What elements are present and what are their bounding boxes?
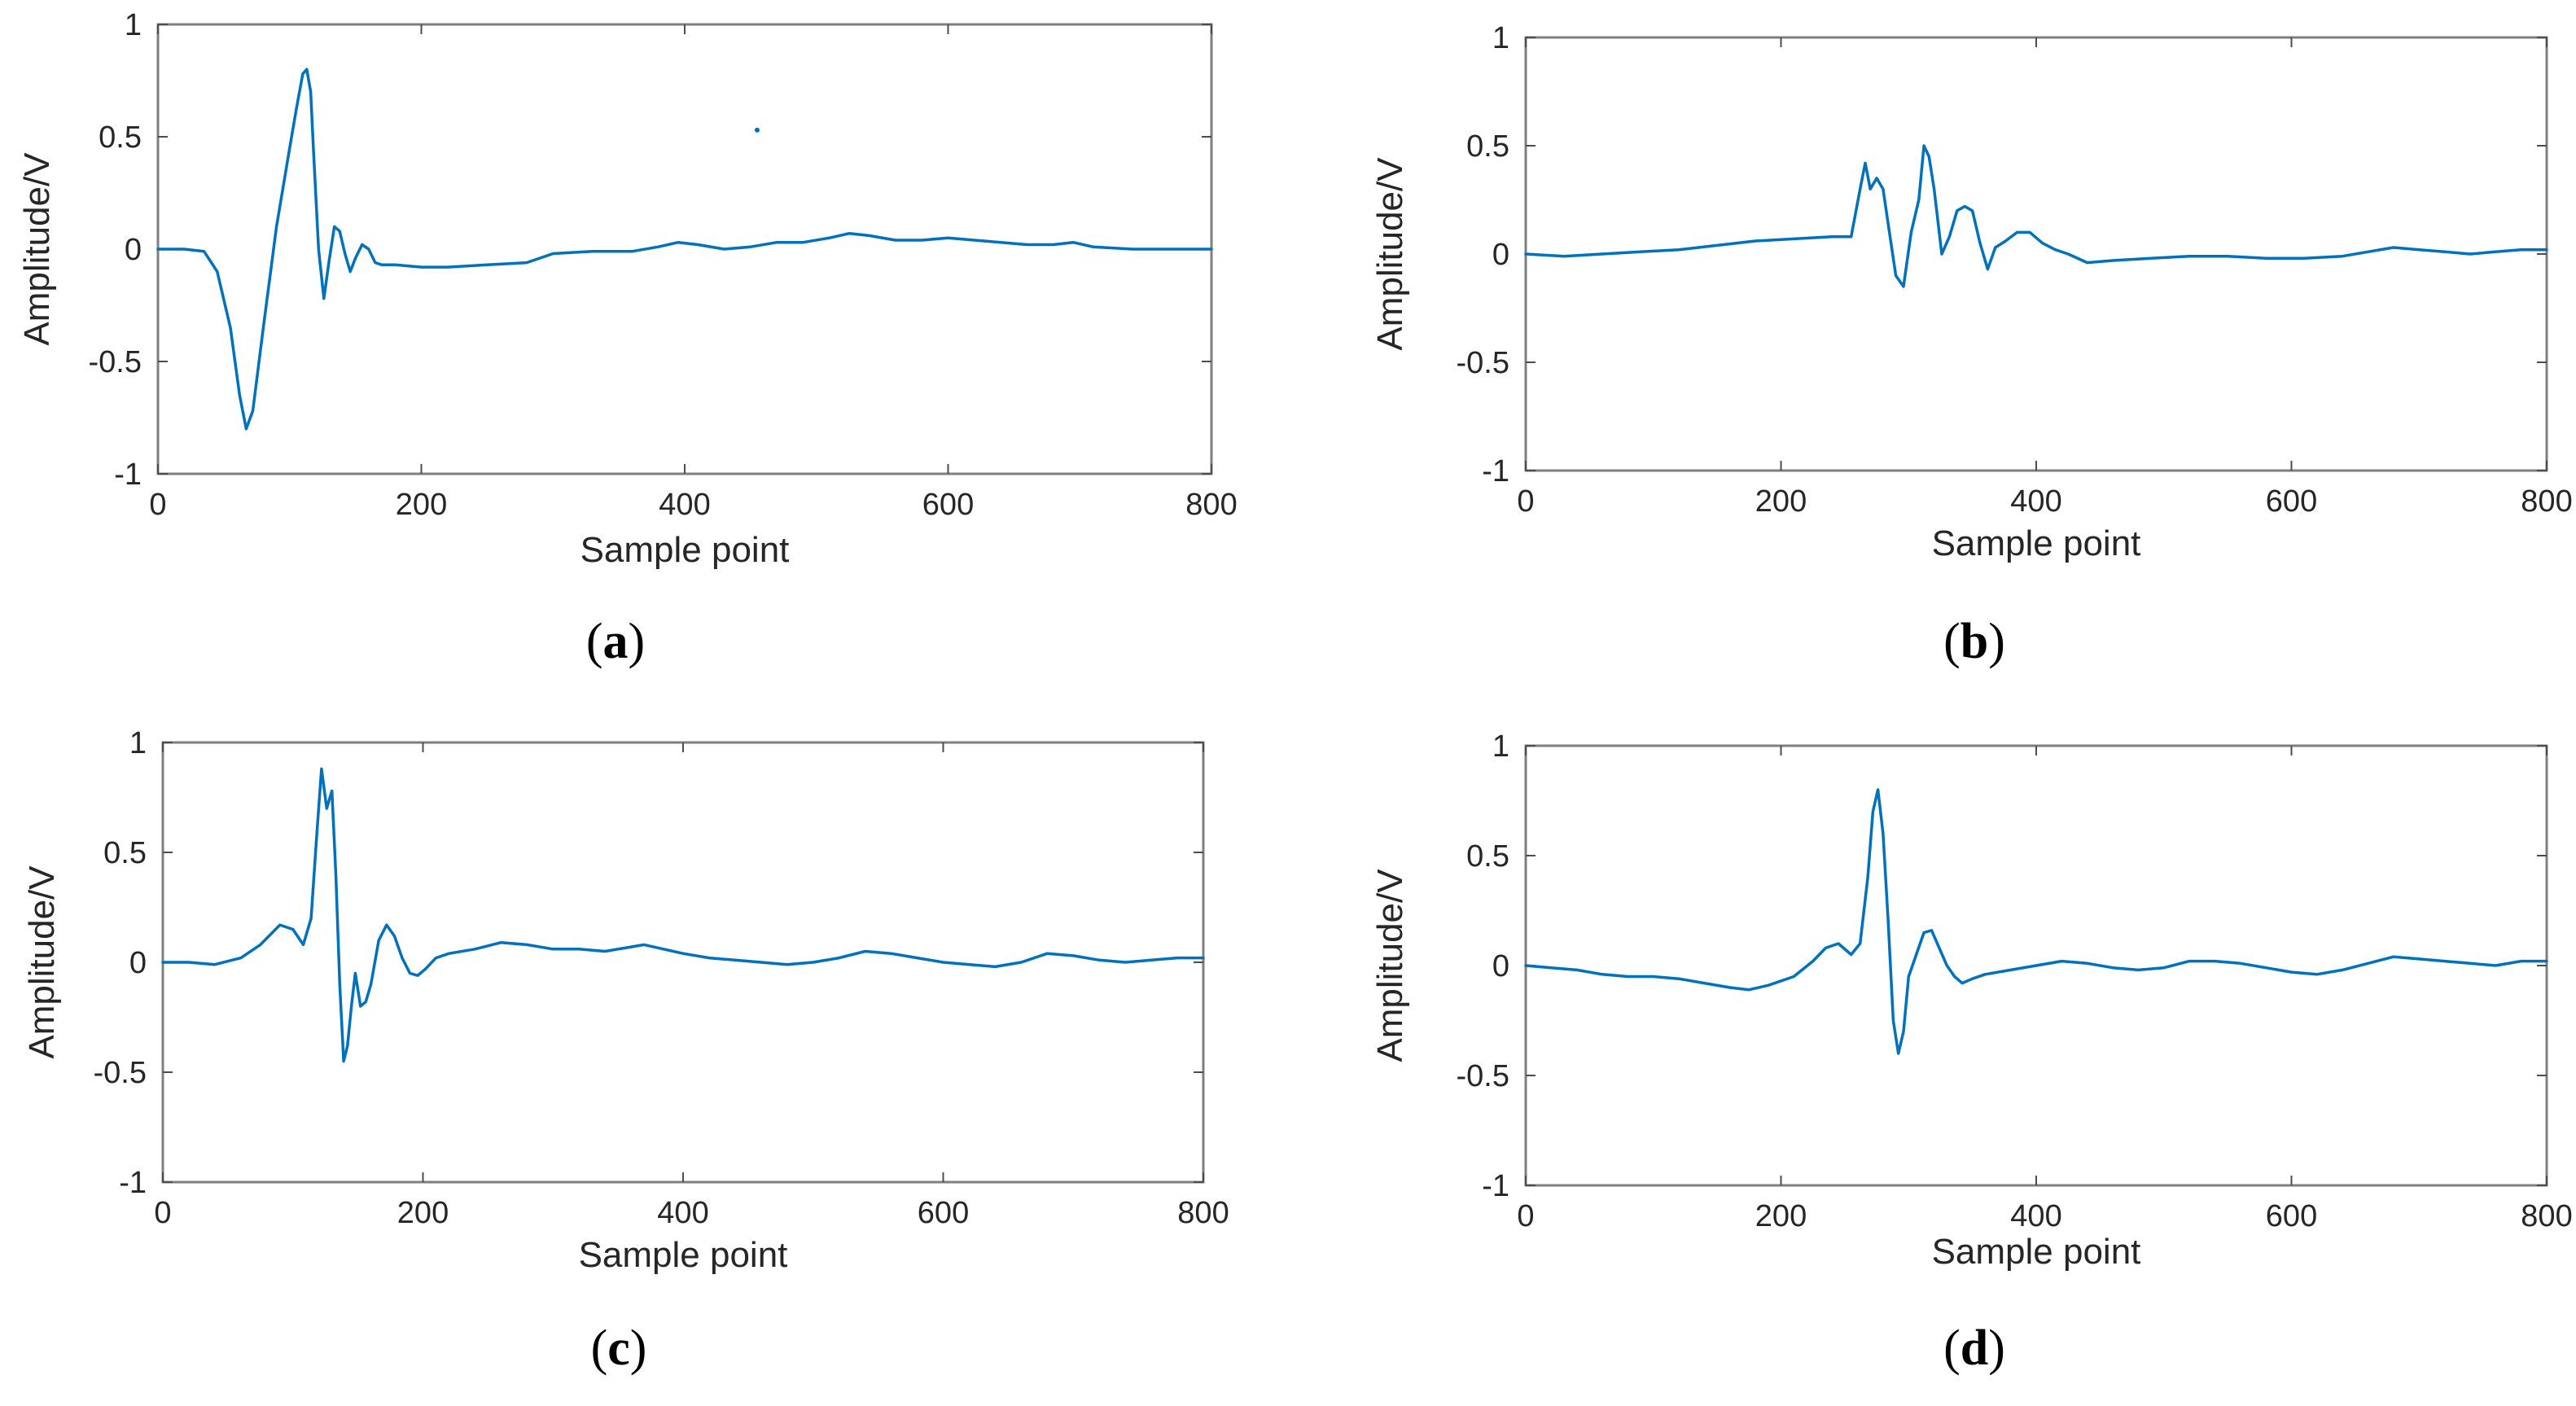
series-line-signal (161, 767, 1205, 1063)
series-line-signal (1524, 144, 2548, 288)
y-tick-label: 0 (1492, 949, 1509, 983)
x-tick-label: 800 (2521, 484, 2572, 519)
x-tick-label: 800 (1185, 488, 1237, 522)
x-tick-label: 0 (154, 1196, 171, 1230)
panel-d: 0 200 400 600 800 -1 -0.5 0 0.5 1 Sample point Ampl… (1370, 729, 2573, 1376)
y-tick-label: 1 (1492, 729, 1509, 764)
y-tick-label: -0.5 (94, 1056, 147, 1090)
panel-b: 0 200 400 600 800 -1 -0.5 0 0.5 1 Sample point Ampl… (1370, 21, 2573, 669)
axes-box (161, 741, 1205, 1184)
x-axis-label: Sample point (1932, 1232, 2141, 1272)
y-tick-label: 0 (1492, 238, 1509, 272)
y-tick-label: 1 (125, 8, 142, 42)
x-axis-label: Sample point (579, 1235, 788, 1275)
x-tick-label: 600 (2266, 484, 2317, 519)
x-tick-label: 200 (1755, 484, 1807, 519)
series-line-signal (156, 68, 1213, 431)
y-tick-label: -0.5 (1457, 346, 1509, 380)
x-axis-label: Sample point (580, 530, 790, 570)
x-tick-label: 400 (2010, 484, 2061, 519)
y-axis-label: Amplitude/V (22, 865, 62, 1059)
x-tick-label: 400 (2010, 1199, 2061, 1233)
y-tick-label: -1 (119, 1166, 147, 1200)
panel-caption: (a) (586, 614, 645, 669)
axes-box (156, 23, 1213, 475)
x-tick-label: 800 (2521, 1199, 2572, 1233)
y-tick-label: 1 (1492, 21, 1509, 55)
x-tick-label: 400 (657, 1196, 708, 1230)
x-tick-label: 200 (397, 1196, 449, 1230)
y-axis-label: Amplitude/V (1370, 157, 1410, 351)
axes-box (1524, 36, 2548, 472)
x-tick-label: 600 (918, 1196, 969, 1230)
y-tick-label: -1 (1482, 454, 1509, 488)
panel-caption: (c) (591, 1321, 647, 1376)
x-tick-label: 0 (1517, 1199, 1534, 1233)
y-tick-label: -1 (114, 458, 142, 492)
y-tick-label: 0.5 (1466, 839, 1509, 874)
series-line-signal (1524, 788, 2548, 1055)
y-axis-label: Amplitude/V (17, 152, 57, 346)
y-tick-label: -1 (1482, 1169, 1509, 1203)
x-tick-label: 0 (1517, 484, 1534, 519)
panel-caption: (d) (1943, 1321, 2005, 1376)
y-tick-label: 0.5 (103, 836, 147, 870)
x-tick-label: 400 (659, 488, 710, 522)
y-tick-label: 0.5 (1466, 129, 1509, 164)
x-tick-label: 200 (1755, 1199, 1807, 1233)
panel-caption: (b) (1943, 614, 2005, 669)
x-tick-label: 0 (149, 488, 166, 522)
y-tick-label: -0.5 (89, 345, 142, 379)
y-tick-label: 1 (129, 726, 147, 760)
panel-a: 0 200 400 600 800 -1 -0.5 0 0.5 1 Sample point Ampl… (17, 8, 1238, 669)
x-axis-label: Sample point (1932, 523, 2141, 563)
x-tick-label: 800 (1177, 1196, 1229, 1230)
x-tick-label: 600 (922, 488, 974, 522)
y-tick-label: 0.5 (99, 120, 142, 155)
y-tick-label: -0.5 (1457, 1059, 1509, 1093)
data-point (754, 127, 760, 133)
panel-c: 0 200 400 600 800 -1 -0.5 0 0.5 1 Sample point Ampl… (22, 726, 1229, 1376)
y-tick-label: 0 (125, 233, 142, 267)
y-tick-label: 0 (129, 946, 147, 980)
x-tick-label: 600 (2266, 1199, 2317, 1233)
y-axis-label: Amplitude/V (1370, 869, 1410, 1062)
x-tick-label: 200 (396, 488, 447, 522)
